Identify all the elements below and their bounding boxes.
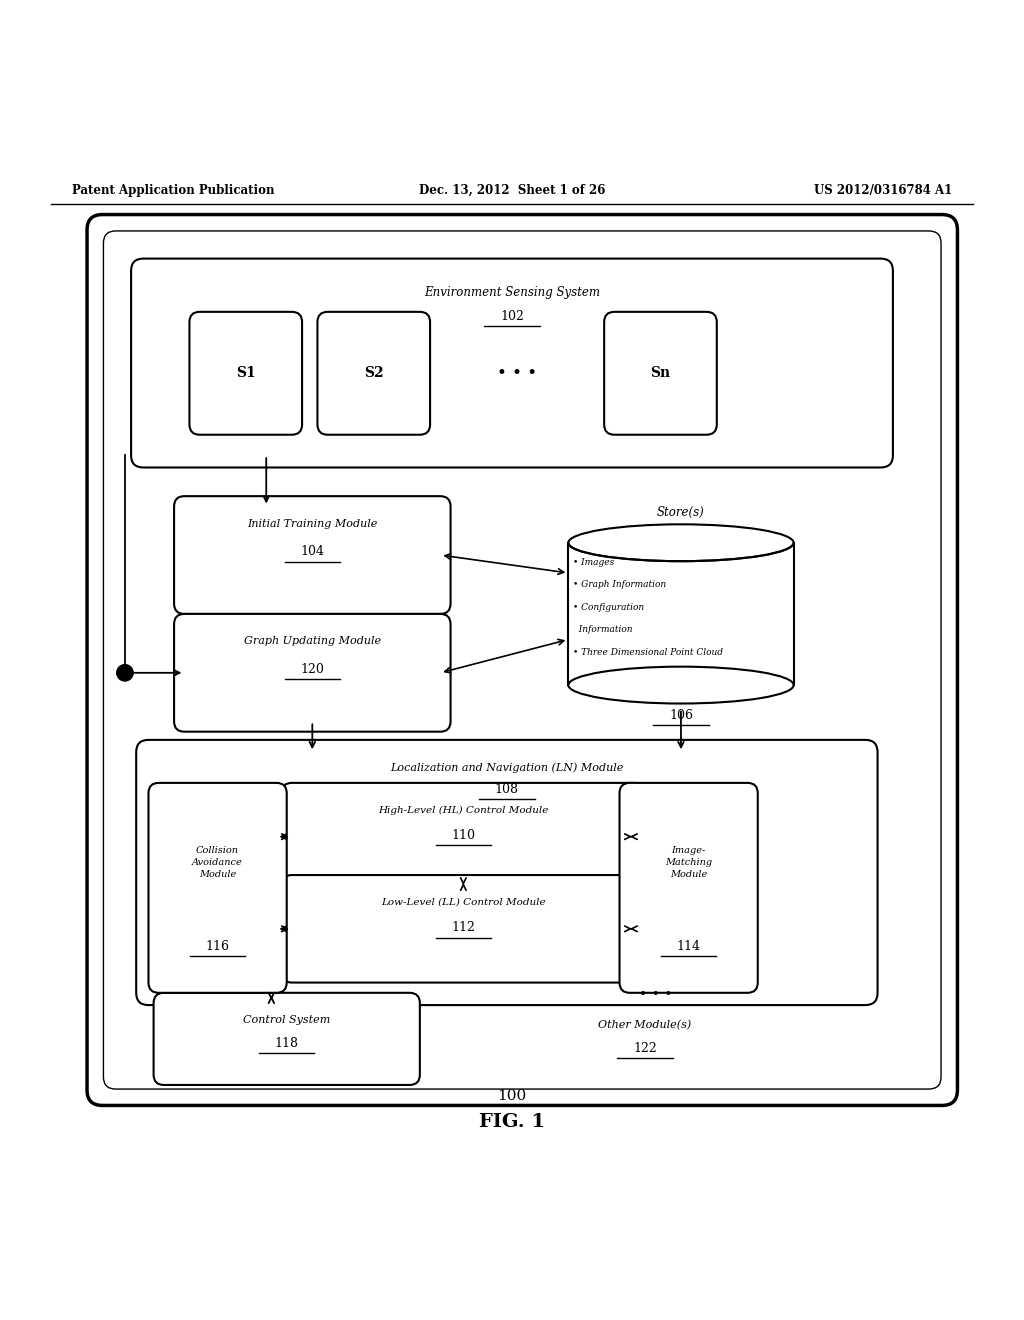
Text: 104: 104 <box>300 545 325 558</box>
Text: S2: S2 <box>364 366 384 380</box>
Text: 102: 102 <box>500 310 524 323</box>
Text: Dec. 13, 2012  Sheet 1 of 26: Dec. 13, 2012 Sheet 1 of 26 <box>419 183 605 197</box>
Text: • • •: • • • <box>497 364 538 381</box>
Text: Environment Sensing System: Environment Sensing System <box>424 286 600 300</box>
Text: Patent Application Publication: Patent Application Publication <box>72 183 274 197</box>
Text: High-Level (HL) Control Module: High-Level (HL) Control Module <box>378 805 549 814</box>
FancyBboxPatch shape <box>282 783 645 891</box>
FancyBboxPatch shape <box>174 496 451 614</box>
Text: • Graph Information: • Graph Information <box>573 579 667 589</box>
Ellipse shape <box>568 524 794 561</box>
Circle shape <box>117 664 133 681</box>
FancyBboxPatch shape <box>103 231 941 1089</box>
Text: Store(s): Store(s) <box>657 506 705 519</box>
FancyBboxPatch shape <box>131 259 893 467</box>
FancyBboxPatch shape <box>620 783 758 993</box>
FancyBboxPatch shape <box>317 312 430 434</box>
FancyBboxPatch shape <box>189 312 302 434</box>
FancyBboxPatch shape <box>174 614 451 731</box>
Text: US 2012/0316784 A1: US 2012/0316784 A1 <box>814 183 952 197</box>
Text: FIG. 1: FIG. 1 <box>479 1113 545 1131</box>
FancyBboxPatch shape <box>148 783 287 993</box>
Text: Sn: Sn <box>650 366 671 380</box>
Text: Control System: Control System <box>243 1015 331 1026</box>
Text: 114: 114 <box>677 940 700 953</box>
Text: Image-
Matching
Module: Image- Matching Module <box>665 846 713 879</box>
Text: 100: 100 <box>498 1089 526 1104</box>
Text: • Three Dimensional Point Cloud: • Three Dimensional Point Cloud <box>573 648 723 657</box>
Text: 112: 112 <box>452 921 475 935</box>
Text: 118: 118 <box>274 1036 299 1049</box>
FancyBboxPatch shape <box>282 875 645 982</box>
FancyBboxPatch shape <box>604 312 717 434</box>
FancyBboxPatch shape <box>136 741 878 1005</box>
Text: Localization and Navigation (LN) Module: Localization and Navigation (LN) Module <box>390 763 624 774</box>
Text: Other Module(s): Other Module(s) <box>598 1020 692 1031</box>
Text: Initial Training Module: Initial Training Module <box>247 519 378 529</box>
FancyBboxPatch shape <box>154 993 420 1085</box>
Ellipse shape <box>568 667 794 704</box>
Text: S1: S1 <box>236 366 256 380</box>
Text: • Configuration: • Configuration <box>573 603 644 611</box>
Text: Collision
Avoidance
Module: Collision Avoidance Module <box>193 846 243 879</box>
FancyBboxPatch shape <box>87 215 957 1105</box>
Polygon shape <box>568 543 794 685</box>
Text: • Images: • Images <box>573 557 614 566</box>
Text: 122: 122 <box>633 1041 657 1055</box>
Text: 108: 108 <box>495 783 519 796</box>
Text: 120: 120 <box>300 663 325 676</box>
Text: 110: 110 <box>452 829 475 842</box>
Text: 106: 106 <box>669 709 693 722</box>
Text: Graph Updating Module: Graph Updating Module <box>244 636 381 647</box>
Text: Information: Information <box>573 626 633 634</box>
Text: 116: 116 <box>206 940 229 953</box>
Text: • • •: • • • <box>639 987 672 1002</box>
Text: Low-Level (LL) Control Module: Low-Level (LL) Control Module <box>381 898 546 907</box>
